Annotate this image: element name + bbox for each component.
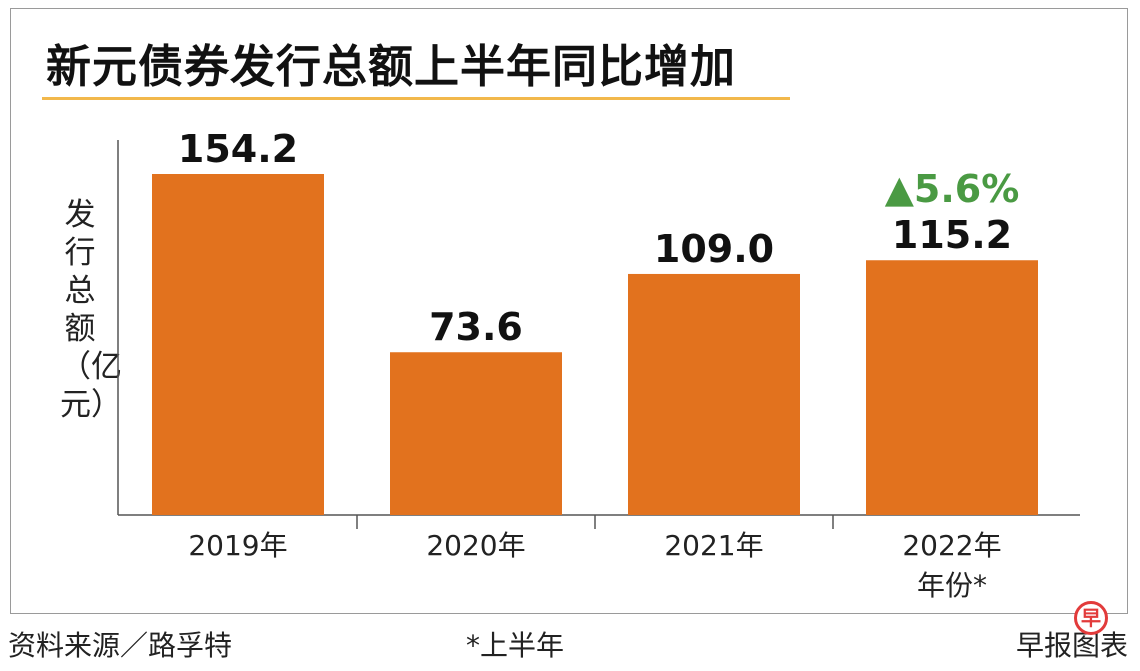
x-tick-label: 2022年 [902, 529, 1001, 562]
x-tick-label: 2021年 [664, 529, 763, 562]
growth-annotation: ▲5.6% [885, 167, 1020, 211]
bar-2022年 [866, 260, 1038, 515]
data-label: 115.2 [892, 213, 1012, 257]
footnote: *上半年 [466, 629, 565, 662]
data-label: 73.6 [429, 305, 523, 349]
bar-2021年 [628, 273, 800, 515]
bar-2020年 [390, 352, 562, 515]
source-note: 资料来源／路孚特 [8, 629, 233, 662]
x-tick-label: 2019年 [188, 529, 287, 562]
chart-title: 新元债券发行总额上半年同比增加 [46, 40, 737, 93]
data-label: 109.0 [654, 227, 774, 271]
zaobao-logo-icon: 早 [1074, 601, 1108, 635]
bar-2019年 [152, 174, 324, 515]
x-tick-label: 2020年 [426, 529, 525, 562]
title-underline [42, 97, 790, 100]
chart-credit: 早报图表 [1015, 629, 1128, 662]
x-axis-label: 年份* [917, 569, 987, 602]
data-label: 154.2 [178, 127, 298, 171]
